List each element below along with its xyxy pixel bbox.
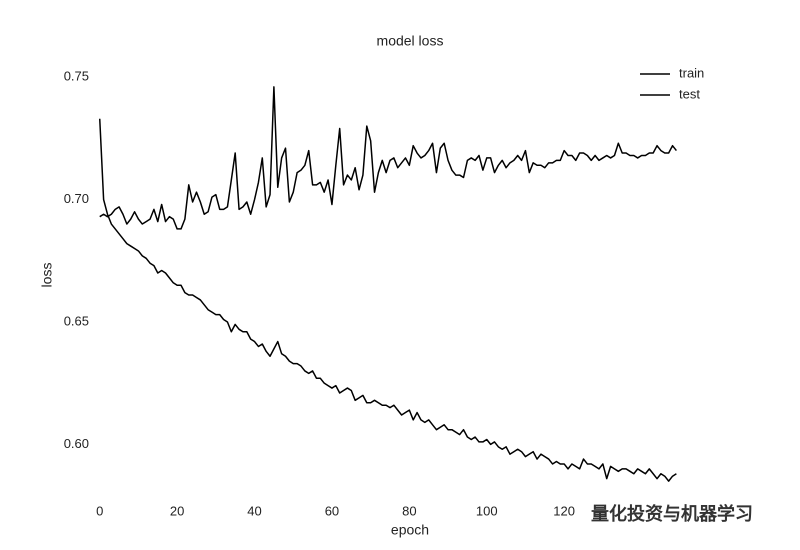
legend-label: test <box>679 86 700 101</box>
line-series <box>98 118 677 482</box>
chart-title: model loss <box>377 33 444 49</box>
x-tick-label: 0 <box>96 503 103 518</box>
y-tick-label: 0.60 <box>64 436 89 451</box>
line-series <box>99 86 677 230</box>
y-tick-label: 0.75 <box>64 69 89 84</box>
x-tick-label: 40 <box>247 503 261 518</box>
y-tick-label: 0.70 <box>64 191 89 206</box>
y-tick-label: 0.65 <box>64 313 89 328</box>
x-tick-label: 100 <box>476 503 498 518</box>
legend-label: train <box>679 65 704 80</box>
x-axis-label: epoch <box>391 522 429 538</box>
y-axis-label: loss <box>39 263 55 288</box>
x-tick-label: 80 <box>402 503 416 518</box>
watermark: 量化投资与机器学习 <box>591 503 753 524</box>
x-tick-label: 60 <box>325 503 339 518</box>
x-tick-label: 20 <box>170 503 184 518</box>
x-tick-label: 120 <box>553 503 575 518</box>
